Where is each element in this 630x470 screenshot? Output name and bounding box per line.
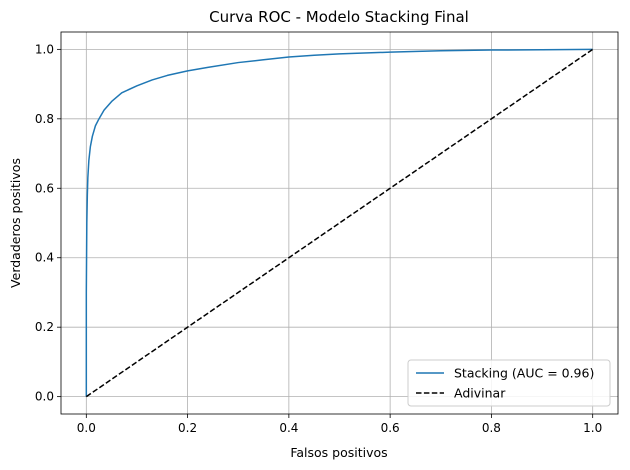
x-tick-label: 1.0 [583, 421, 602, 435]
series-line-0 [85, 48, 593, 397]
x-axis-label: Falsos positivos [290, 445, 387, 460]
x-tick-label: 0.0 [77, 421, 96, 435]
grid [61, 32, 618, 414]
legend-box [407, 359, 611, 407]
y-axis-ticks: 0.0 0.2 0.4 0.6 0.8 1.0 [35, 42, 61, 404]
y-tick-label: 0.4 [35, 251, 54, 265]
y-tick-label: 1.0 [35, 42, 54, 56]
y-tick-label: 0.2 [35, 320, 54, 334]
legend-label-0: Stacking (AUC = 0.96) [454, 366, 594, 381]
y-axis-label: Verdaderos positivos [8, 158, 23, 288]
series-line-1 [85, 48, 594, 398]
x-tick-label: 0.8 [482, 421, 501, 435]
x-axis-ticks: 0.0 0.2 0.4 0.6 0.8 1.0 [77, 414, 602, 435]
plot-series [85, 48, 594, 398]
y-tick-label: 0.6 [35, 181, 54, 195]
legend: Stacking (AUC = 0.96) Adivinar [407, 359, 611, 407]
x-tick-label: 0.2 [178, 421, 197, 435]
x-tick-label: 0.6 [381, 421, 400, 435]
legend-label-1: Adivinar [454, 386, 506, 401]
x-tick-label: 0.4 [279, 421, 298, 435]
y-tick-label: 0.8 [35, 112, 54, 126]
y-tick-label: 0.0 [35, 390, 54, 404]
chart-title: Curva ROC - Modelo Stacking Final [209, 8, 469, 26]
plot-frame [60, 31, 619, 415]
